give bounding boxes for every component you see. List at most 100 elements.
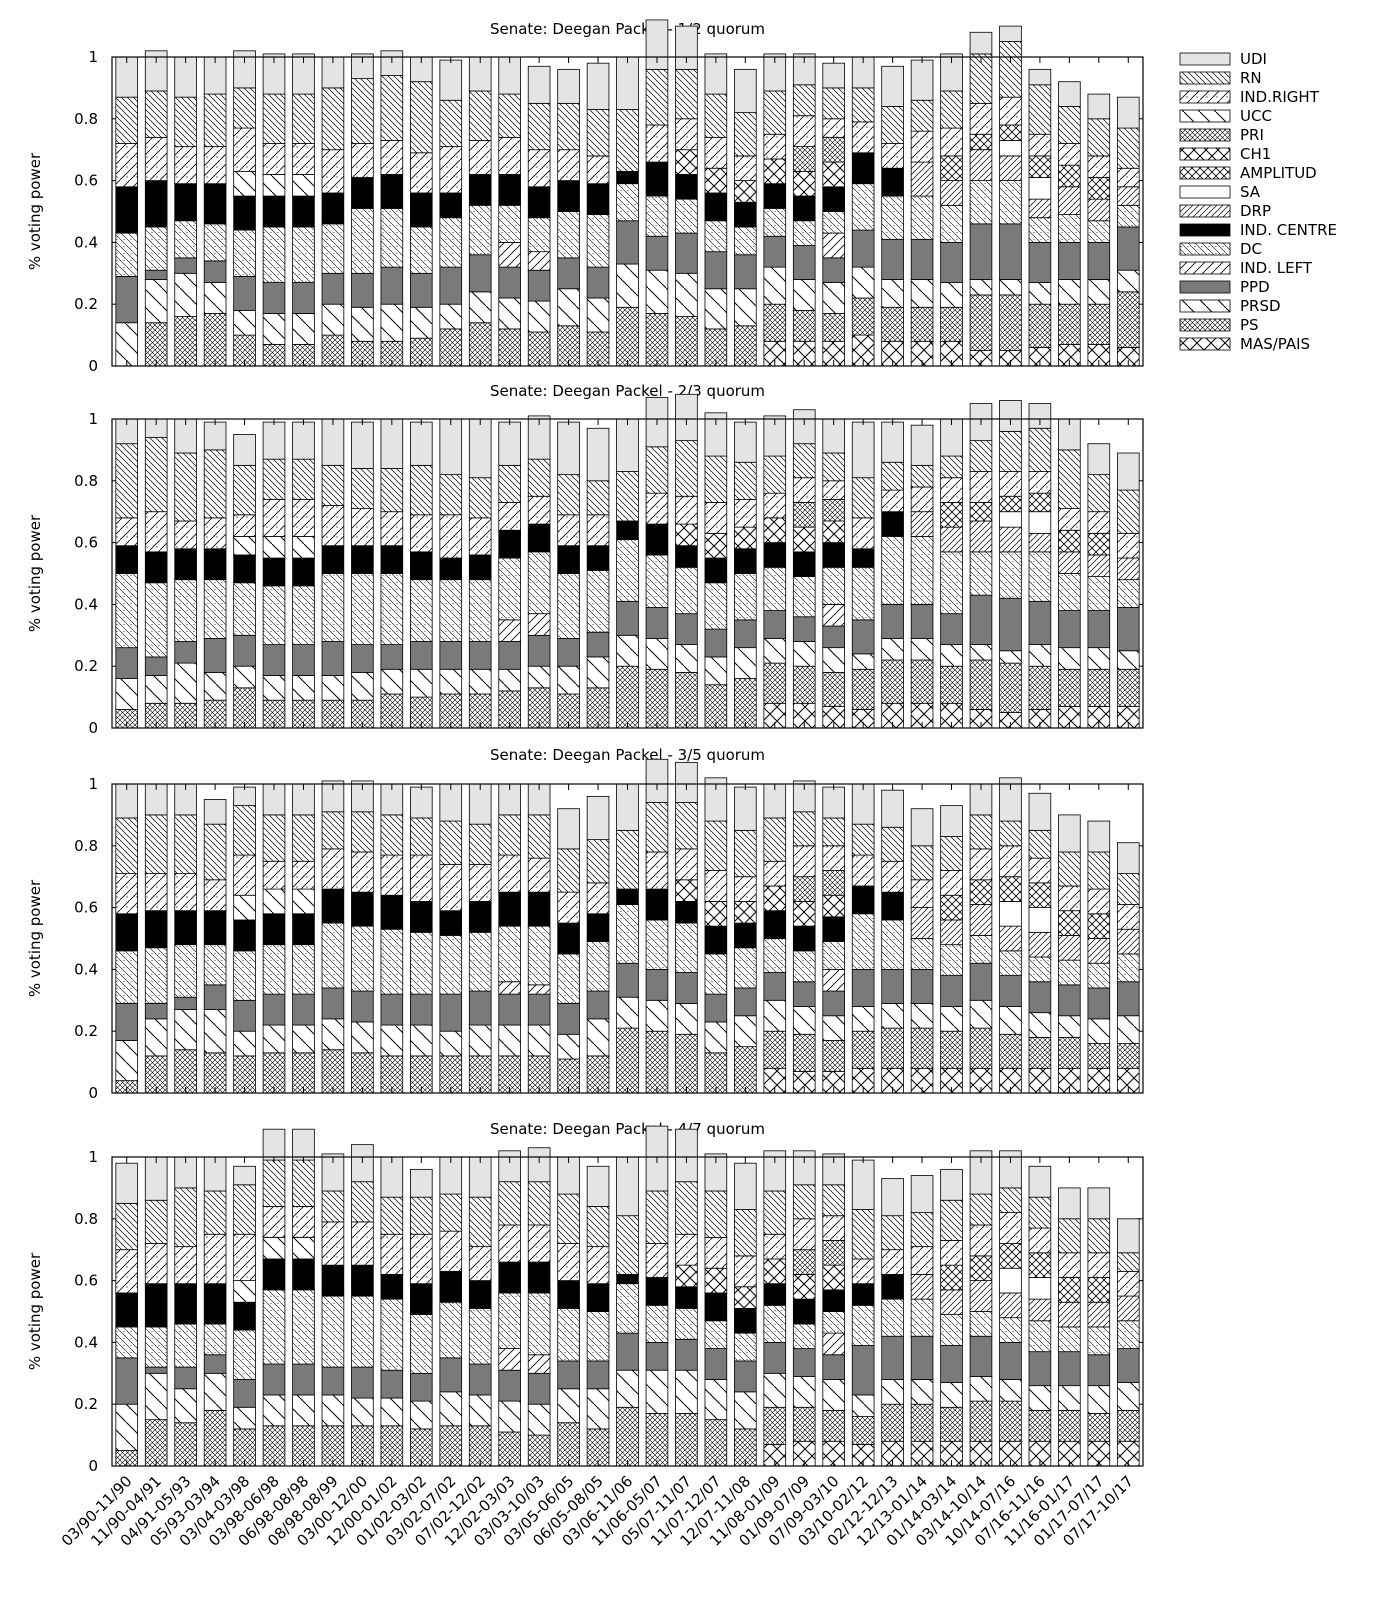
bar-segment-rn xyxy=(498,1181,521,1226)
legend-item-dc: DC xyxy=(1179,240,1262,258)
bar-segment-udi xyxy=(792,53,816,86)
bar-segment-prsd xyxy=(174,662,197,704)
bar-segment-ppd xyxy=(969,962,993,1001)
bar-segment-ind-right xyxy=(969,471,993,503)
bar-segment-ps xyxy=(851,668,875,710)
bar-segment-amplitud xyxy=(940,894,963,921)
bar-stack-03-14-10-14 xyxy=(969,1150,993,1467)
bar-segment-dc xyxy=(233,582,256,636)
bar-segment-prsd xyxy=(498,1400,521,1433)
bar-segment-ppd xyxy=(734,987,757,1017)
bar-segment-ch1 xyxy=(675,879,698,902)
bar-segment-ppd xyxy=(586,1360,610,1390)
bar-segment-ppd xyxy=(144,269,168,280)
bar-segment-drp xyxy=(1028,532,1052,553)
legend-item-ch1: CH1 xyxy=(1179,145,1271,163)
bar-segment-ind-right xyxy=(115,517,139,547)
bar-segment-ind-centre xyxy=(822,542,845,568)
bar-segment-rn xyxy=(910,1212,934,1248)
bar-stack-11-08-01-09 xyxy=(763,1150,787,1467)
bar-segment-ind-right xyxy=(881,860,904,893)
bar-stack-03-10-02-12 xyxy=(851,783,875,1094)
bar-segment-ppd xyxy=(586,990,610,1020)
bar-segment-dc xyxy=(940,944,963,976)
bar-stack-03-03-10-03 xyxy=(527,65,551,367)
bar-segment-rn xyxy=(822,817,845,847)
bar-segment-ind-right xyxy=(468,1246,492,1281)
bar-segment-dc xyxy=(999,1317,1022,1343)
bar-segment-ind-centre xyxy=(233,919,256,952)
bar-segment-ind-centre xyxy=(645,161,669,197)
bar-segment-prsd xyxy=(940,1382,963,1408)
bar-stack-03-00-12-00 xyxy=(351,421,374,729)
bar-segment-dc xyxy=(645,195,669,237)
bar-stack-03-02-07-02 xyxy=(439,59,463,367)
bar-segment-ps xyxy=(1058,303,1081,345)
bar-segment-dc xyxy=(351,925,374,992)
bar-segment-rn xyxy=(586,1206,610,1248)
bar-stack-07-17-10-17 xyxy=(1116,96,1140,367)
bar-segment-ind-right xyxy=(410,514,433,553)
bar-segment-ind-centre xyxy=(498,1261,521,1294)
bar-segment-ps xyxy=(203,1409,227,1467)
bar-segment-prsd xyxy=(557,1033,580,1060)
bar-segment-ind-centre xyxy=(792,551,816,577)
bar-segment-ps xyxy=(1087,1413,1111,1442)
bar-segment-prsd xyxy=(1116,650,1140,670)
bar-segment-dc xyxy=(1058,214,1081,243)
bar-stack-01-02-03-02 xyxy=(410,421,433,729)
legend-swatch xyxy=(1179,223,1231,237)
bar-segment-ppd xyxy=(380,1369,404,1399)
bar-segment-ppd xyxy=(292,1363,315,1396)
bar-segment-ppd xyxy=(675,1338,698,1371)
bar-segment-rn xyxy=(586,480,610,516)
bar-stack-03-10-02-12 xyxy=(851,421,875,729)
bar-segment-dc xyxy=(527,551,551,615)
bar-segment-dc xyxy=(1116,579,1140,608)
bar-segment-rn xyxy=(262,93,286,144)
bar-segment-udi xyxy=(851,1159,875,1210)
bar-segment-ps xyxy=(1058,668,1081,707)
bar-segment-ind-centre xyxy=(144,910,168,949)
bar-segment-drp xyxy=(1116,557,1140,581)
bar-segment-ch1 xyxy=(734,526,757,550)
bar-segment-ind-left xyxy=(527,1354,551,1374)
bar-segment-ind-right xyxy=(527,857,551,893)
bar-segment-ind-right xyxy=(940,127,963,157)
bar-segment-ind-right xyxy=(851,854,875,887)
bar-segment-ppd xyxy=(468,990,492,1026)
bar-segment-ppd xyxy=(144,1002,168,1020)
bar-segment-ppd xyxy=(321,272,345,305)
bar-segment-rn xyxy=(645,446,669,494)
bar-segment-prsd xyxy=(675,644,698,673)
legend-label: UCC xyxy=(1240,107,1272,125)
y-tick-label: 0 xyxy=(88,1084,98,1102)
bar-segment-udi xyxy=(174,56,197,98)
bar-segment-ind-left xyxy=(822,969,845,992)
legend-label: IND.RIGHT xyxy=(1240,88,1320,106)
bar-stack-03-06-11-06 xyxy=(616,1156,639,1467)
bar-segment-rn xyxy=(999,41,1022,98)
bar-segment-ps xyxy=(704,684,728,729)
bar-stack-03-98-06-98 xyxy=(262,421,286,729)
bar-segment-ps xyxy=(881,306,904,342)
bar-segment-amplitud xyxy=(1028,1252,1052,1278)
bar-stack-10-14-07-16 xyxy=(999,25,1022,367)
bar-segment-dc xyxy=(144,947,168,1004)
bar-segment-rn xyxy=(115,96,139,144)
bar-segment-ppd xyxy=(410,1372,433,1402)
bar-segment-ps xyxy=(792,309,816,342)
bar-segment-dc xyxy=(410,579,433,642)
bar-segment-udi xyxy=(675,761,698,803)
bar-segment-prsd xyxy=(822,1015,845,1041)
bar-segment-rn xyxy=(557,1193,580,1244)
bar-stack-03-98-06-98 xyxy=(262,53,286,367)
bar-segment-prsd xyxy=(1058,279,1081,305)
bar-segment-ind-right xyxy=(380,1233,404,1275)
legend-label: RN xyxy=(1240,69,1262,87)
bar-segment-udi xyxy=(999,400,1022,432)
bar-segment-ps xyxy=(822,671,845,707)
bar-segment-ind-left xyxy=(527,613,551,636)
bar-segment-ppd xyxy=(380,993,404,1026)
bar-stack-11-06-05-07 xyxy=(645,19,669,367)
